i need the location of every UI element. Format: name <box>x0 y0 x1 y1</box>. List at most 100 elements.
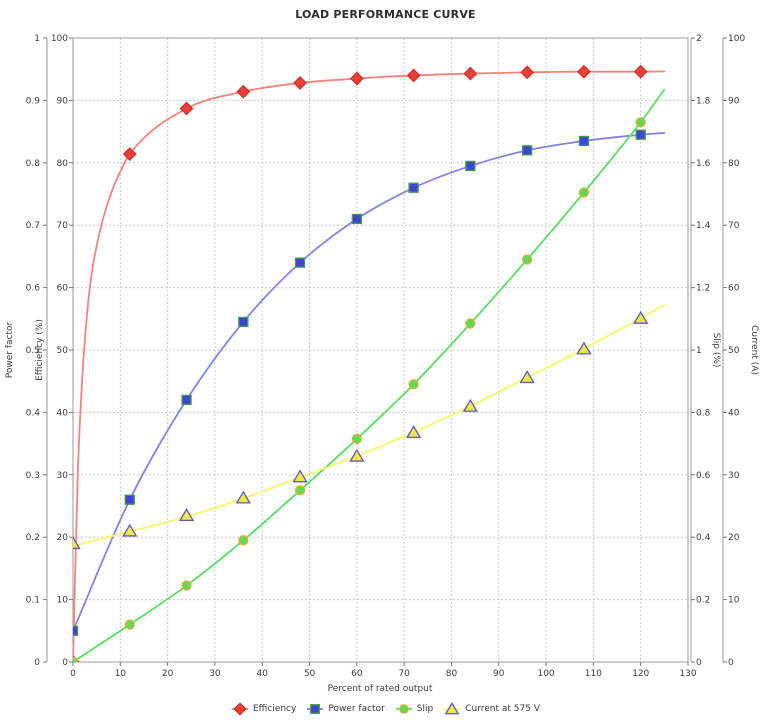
current-at-575-v-marker <box>405 425 422 439</box>
slip-marker <box>73 656 79 662</box>
current-tick-label: 0 <box>728 658 734 668</box>
efficiency-axis-title: Efficiency (%) <box>35 319 45 381</box>
power_factor-tick-label: 0.9 <box>26 96 41 106</box>
efficiency-marker <box>293 76 307 90</box>
slip-marker <box>522 254 533 265</box>
current-at-575-v-marker <box>462 398 479 412</box>
current-at-575-v-marker <box>633 310 649 324</box>
current-tick-label: 70 <box>728 221 740 231</box>
chart-title: LOAD PERFORMANCE CURVE <box>295 8 476 21</box>
legend-item-current-at-575-v: Current at 575 V <box>443 702 540 716</box>
power_factor-tick-label: 0.5 <box>26 346 40 356</box>
x-tick-label: 30 <box>209 669 221 679</box>
efficiency-tick-label: 40 <box>57 408 69 418</box>
current-at-575-v-legend-glyph <box>444 702 460 715</box>
slip-marker <box>294 485 306 496</box>
power-factor-axis-title: Power factor <box>5 321 15 378</box>
current-tick-label: 40 <box>728 408 740 418</box>
current-at-575-v-marker <box>576 341 592 355</box>
power-factor-legend-glyph <box>310 704 321 714</box>
current-tick-label: 60 <box>728 284 740 294</box>
x-tick-label: 80 <box>446 669 458 679</box>
legend-label: Slip <box>416 704 434 714</box>
power-factor-marker <box>522 145 533 156</box>
efficiency-marker <box>236 84 251 99</box>
slip-tick-label: 1.6 <box>696 159 711 169</box>
power-factor-marker <box>238 316 249 328</box>
slip-marker <box>578 187 590 198</box>
slip-tick-label: 1.8 <box>696 96 711 106</box>
x-tick-label: 20 <box>162 669 174 679</box>
current-tick-label: 20 <box>728 533 740 543</box>
power-factor-marker <box>181 394 192 406</box>
gridlines <box>72 37 689 663</box>
x-tick-label: 100 <box>537 669 554 679</box>
efficiency-marker <box>463 66 478 81</box>
slip-legend-marker-icon <box>395 704 412 714</box>
power_factor-tick-label: 0.1 <box>26 596 40 606</box>
slip-marker <box>465 318 476 329</box>
x-tick-label: 120 <box>632 669 649 679</box>
current-at-575-v-marker <box>178 508 195 522</box>
power-factor-marker <box>465 160 476 172</box>
efficiency-marker <box>179 101 194 116</box>
current-at-575-v-curve <box>73 304 666 547</box>
legend-label: Current at 575 V <box>465 704 540 714</box>
efficiency-tick-label: 30 <box>57 471 69 481</box>
power-factor-marker <box>73 625 79 636</box>
power-factor-marker <box>294 257 306 268</box>
series <box>73 64 666 662</box>
power_factor-tick-label: 0.2 <box>26 533 40 543</box>
power-factor-legend-marker-icon <box>307 704 324 714</box>
power-factor-marker <box>578 135 590 147</box>
legend: Efficiency Power factor Slip Current at 575… <box>0 700 771 718</box>
x-tick-label: 10 <box>115 669 127 679</box>
efficiency-tick-label: 60 <box>57 284 69 294</box>
efficiency-tick-label: 0 <box>62 658 68 668</box>
efficiency-tick-label: 80 <box>57 159 69 169</box>
efficiency-tick-label: 100 <box>51 34 68 44</box>
x-tick-label: 40 <box>257 669 269 679</box>
legend-item-power-factor: Power factor <box>306 702 385 716</box>
x-tick-label: 130 <box>679 669 696 679</box>
current-at-575-v-marker <box>235 490 251 504</box>
power_factor-tick-label: 0 <box>34 658 40 668</box>
power_factor-tick-label: 0.7 <box>26 221 40 231</box>
slip-legend-glyph <box>398 704 409 714</box>
power_factor-tick-label: 0.4 <box>26 408 41 418</box>
slip-marker <box>635 117 646 128</box>
slip-tick-label: 0.4 <box>696 533 711 543</box>
efficiency-marker <box>122 147 137 161</box>
slip-tick-label: 1 <box>696 346 702 356</box>
current-tick-label: 90 <box>728 96 740 106</box>
axes: 00.10.20.30.40.50.60.70.80.9101020304050… <box>26 34 746 679</box>
current-tick-label: 100 <box>728 34 745 44</box>
x-tick-label: 50 <box>304 669 316 679</box>
power_factor-tick-label: 0.8 <box>26 159 41 169</box>
efficiency-legend-glyph <box>233 702 247 716</box>
slip-tick-label: 0.8 <box>696 408 711 418</box>
efficiency-marker <box>349 71 364 86</box>
current-at-575-v-legend-marker-icon <box>444 702 461 715</box>
power_factor-tick-label: 0.6 <box>26 284 41 294</box>
x-axis-title: Percent of rated output <box>328 684 433 694</box>
efficiency-tick-label: 20 <box>57 533 69 543</box>
efficiency-tick-label: 90 <box>57 96 69 106</box>
efficiency-tick-label: 10 <box>57 596 69 606</box>
efficiency-tick-label: 70 <box>57 221 69 231</box>
current-at-575-v-marker <box>519 370 535 384</box>
legend-item-slip: Slip <box>395 702 433 716</box>
power-factor-curve <box>73 131 666 632</box>
efficiency-marker <box>577 64 591 79</box>
slip-tick-label: 0.2 <box>696 596 710 606</box>
current-at-575-v-marker <box>349 448 365 462</box>
current-axis-title: Current (A) <box>749 325 759 375</box>
power-factor-marker <box>408 182 419 193</box>
efficiency-legend-marker-icon <box>231 702 248 716</box>
slip-marker <box>181 580 192 591</box>
legend-label: Efficiency <box>252 704 297 714</box>
power_factor-tick-label: 1 <box>34 34 40 44</box>
slip-tick-label: 1.4 <box>696 221 711 231</box>
